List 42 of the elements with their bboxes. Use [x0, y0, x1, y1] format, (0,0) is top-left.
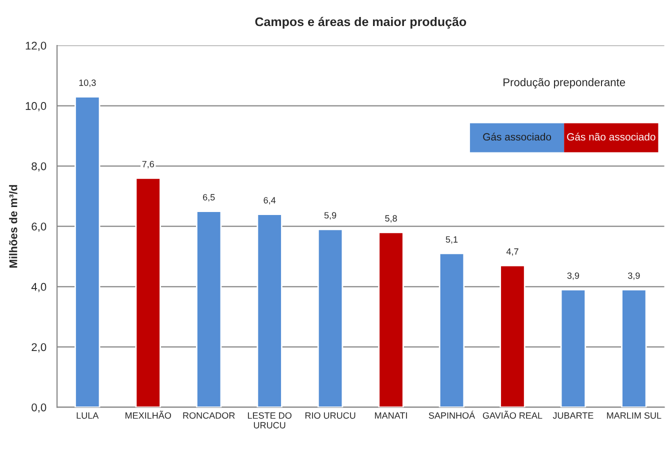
x-tick-label: MEXILHÃO: [126, 410, 172, 419]
x-tick-label: LESTE DO URUCU: [248, 412, 292, 428]
bar: [560, 288, 586, 408]
bar: [196, 210, 222, 408]
y-axis-title: Milhões de m³/d: [9, 185, 18, 268]
x-tick-label: GAVIÃO REAL: [482, 410, 542, 419]
data-label: 10,3: [79, 80, 96, 87]
bar: [74, 96, 100, 408]
bar: [378, 232, 404, 408]
y-tick-label: 6,0: [32, 222, 46, 232]
legend-title: Produção preponderante: [504, 78, 626, 88]
y-tick-label: 0,0: [32, 403, 46, 413]
x-tick-label: LULA: [76, 412, 99, 419]
y-tick-label: 8,0: [32, 162, 46, 172]
x-tick-label: JUBARTE: [552, 412, 594, 419]
data-label: 5,1: [446, 236, 458, 244]
data-label: 6,5: [203, 194, 215, 202]
y-tick-label: 4,0: [31, 282, 46, 292]
data-label: 4,7: [506, 248, 518, 256]
data-label: 3,9: [567, 272, 580, 280]
bar: [135, 177, 161, 408]
bar: [317, 228, 344, 408]
text: Gás associado: [483, 132, 552, 141]
x-tick-label: SAPINHOÁ: [428, 410, 476, 419]
bar: [438, 252, 465, 408]
x-tick-label: MANATI: [375, 412, 407, 419]
x-tick-label: MARLIM SUL: [607, 412, 662, 419]
data-label: 5,8: [385, 215, 397, 223]
bar: [256, 214, 282, 408]
data-label: 3,9: [628, 272, 640, 280]
y-tick-label: 10,0: [26, 102, 46, 112]
data-label: 7,6: [142, 160, 154, 168]
data-label: 6,4: [264, 197, 276, 205]
bar: [621, 288, 647, 408]
x-tick-label: RIO URUCU: [305, 412, 356, 419]
x-tick-label: RONCADOR: [183, 412, 235, 419]
bar: [500, 264, 526, 408]
chart-title: Campos e áreas de maior produção: [255, 16, 466, 29]
y-tick-label: 12,0: [26, 42, 46, 51]
text: Gás não associado: [567, 132, 656, 141]
data-label: 5,9: [324, 212, 336, 220]
y-tick-label: 2,0: [32, 343, 46, 352]
